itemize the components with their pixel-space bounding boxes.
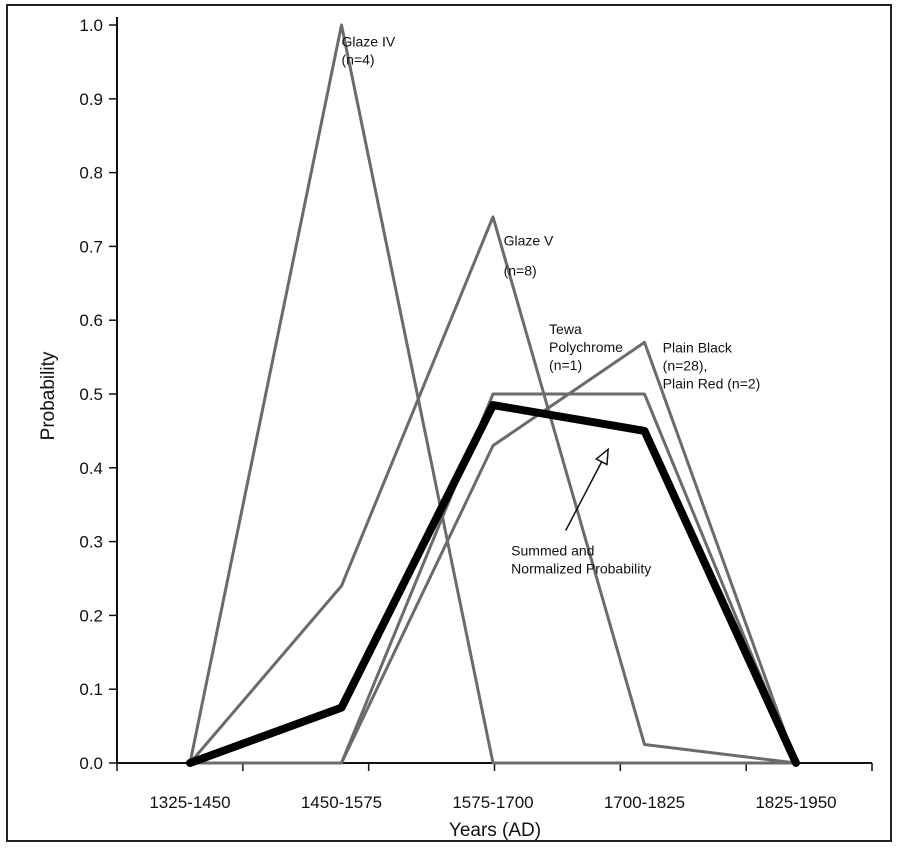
series-line [188, 23, 798, 765]
annotation-label: Glaze V (n=8) [504, 233, 554, 279]
annotation-label: Plain Black (n=28), Plain Red (n=2) [663, 340, 761, 392]
annotation-line: Plain Black [663, 340, 733, 356]
annotation-arrow-shaft [565, 449, 609, 531]
annotation-line: Glaze V [504, 233, 554, 249]
y-tick-label: 0.5 [79, 385, 103, 404]
x-tick-label: 1700-1825 [604, 793, 685, 812]
series-lines [186, 23, 800, 767]
annotation-line: Summed and [511, 543, 594, 559]
y-tick-label: 0.1 [79, 680, 103, 699]
y-tick-label: 0.2 [79, 606, 103, 625]
y-tick-label: 0.3 [79, 533, 103, 552]
x-tick-label: 1575-1700 [452, 793, 533, 812]
y-tick-label: 0.9 [79, 90, 103, 109]
series-line [188, 340, 798, 765]
annotations: Glaze IV (n=4) Glaze V (n=8) Tewa Polychrome (… [342, 33, 761, 576]
y-tick-label: 0.7 [79, 237, 103, 256]
annotation-line: Plain Red (n=2) [663, 376, 761, 392]
y-axis: 0.0 0.1 0.2 0.3 0.4 0.5 0.6 0.7 0.8 0.9 1.0 [79, 16, 118, 773]
annotation-line: Polychrome [549, 339, 623, 355]
series-line [188, 392, 798, 765]
series-line-summed [186, 401, 800, 767]
annotation-line: Glaze IV [342, 33, 396, 49]
y-tick-label: 0.8 [79, 164, 103, 183]
annotation-line: (n=1) [549, 357, 582, 373]
annotation-line: (n=4) [342, 51, 375, 67]
annotation-arrow-head [594, 447, 610, 466]
annotation-label: Glaze IV (n=4) [342, 33, 396, 67]
annotation-label: Summed and Normalized Probability [511, 543, 651, 577]
x-tick-label: 1325-1450 [149, 793, 230, 812]
annotation-line: Normalized Probability [511, 561, 651, 577]
y-tick-label: 0.4 [79, 459, 103, 478]
annotation-line: (n=8) [504, 263, 537, 279]
y-axis-title: Probability [38, 351, 59, 440]
annotation-line: Tewa [549, 321, 582, 337]
series-line [188, 215, 798, 765]
annotation-label: Tewa Polychrome (n=1) [549, 321, 623, 373]
y-tick-label: 0.6 [79, 311, 103, 330]
x-axis: 1325-1450 1450-1575 1575-1700 1700-1825 1825… [116, 762, 873, 812]
x-axis-title: Years (AD) [449, 820, 541, 841]
x-tick-label: 1825-1950 [755, 793, 836, 812]
y-tick-label: 1.0 [79, 16, 103, 35]
chart-frame [6, 4, 892, 842]
x-tick-label: 1450-1575 [301, 793, 382, 812]
annotation-line: (n=28), [663, 358, 708, 374]
y-tick-label: 0.0 [79, 754, 103, 773]
